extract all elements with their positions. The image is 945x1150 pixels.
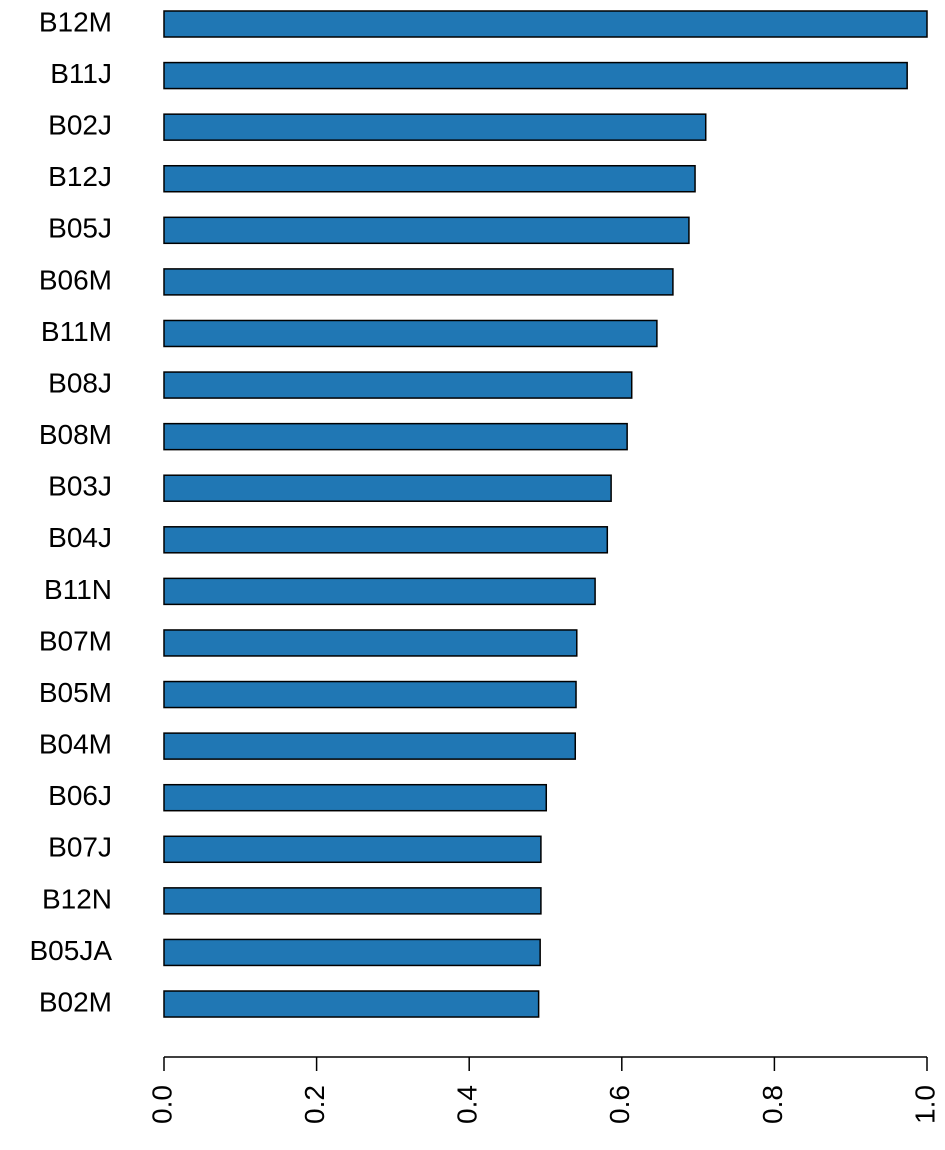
y-tick-label: B12N <box>42 883 112 914</box>
bar <box>163 990 540 1018</box>
bar <box>163 61 908 90</box>
bar <box>163 10 928 38</box>
bar <box>163 371 633 399</box>
x-tick-label: 0.4 <box>452 1085 483 1124</box>
y-tick-label: B02J <box>48 110 112 141</box>
y-tick-label: B08J <box>48 367 112 398</box>
y-tick-label: B12J <box>48 161 112 192</box>
y-tick-label: B05JA <box>30 935 113 966</box>
bar <box>163 732 577 760</box>
y-tick-label: B06J <box>48 780 112 811</box>
bar <box>163 526 609 554</box>
x-tick-label: 1.0 <box>909 1085 940 1124</box>
x-tick-label: 0.6 <box>604 1085 635 1124</box>
bar <box>163 474 612 502</box>
y-tick-label: B11M <box>41 316 112 347</box>
y-tick-label: B12M <box>39 6 112 37</box>
y-tick-label: B05J <box>48 213 112 244</box>
bar <box>163 577 596 606</box>
bar <box>163 319 658 348</box>
y-tick-label: B11J <box>50 58 112 89</box>
y-tick-label: B05M <box>39 677 112 708</box>
y-tick-label: B04J <box>48 522 112 553</box>
y-tick-label: B06M <box>39 264 112 295</box>
bar <box>163 835 542 864</box>
bar <box>163 216 690 245</box>
y-tick-label: B02M <box>39 986 112 1017</box>
bar <box>163 938 541 967</box>
x-tick-label: 0.0 <box>146 1085 177 1124</box>
y-tick-label: B03J <box>48 471 112 502</box>
y-tick-label: B07M <box>39 625 112 656</box>
bar <box>163 887 542 915</box>
bar <box>163 164 696 193</box>
bar <box>163 783 548 812</box>
bar <box>163 680 577 709</box>
bar <box>163 268 674 296</box>
x-tick-label: 0.8 <box>757 1085 788 1124</box>
y-tick-label: B08M <box>39 419 112 450</box>
y-tick-label: B04M <box>39 729 112 760</box>
bar <box>163 629 578 657</box>
x-tick-label: 0.2 <box>299 1085 330 1124</box>
bar <box>163 422 628 451</box>
bar <box>163 113 707 141</box>
y-tick-label: B11N <box>44 574 112 605</box>
y-tick-label: B07J <box>48 832 112 863</box>
